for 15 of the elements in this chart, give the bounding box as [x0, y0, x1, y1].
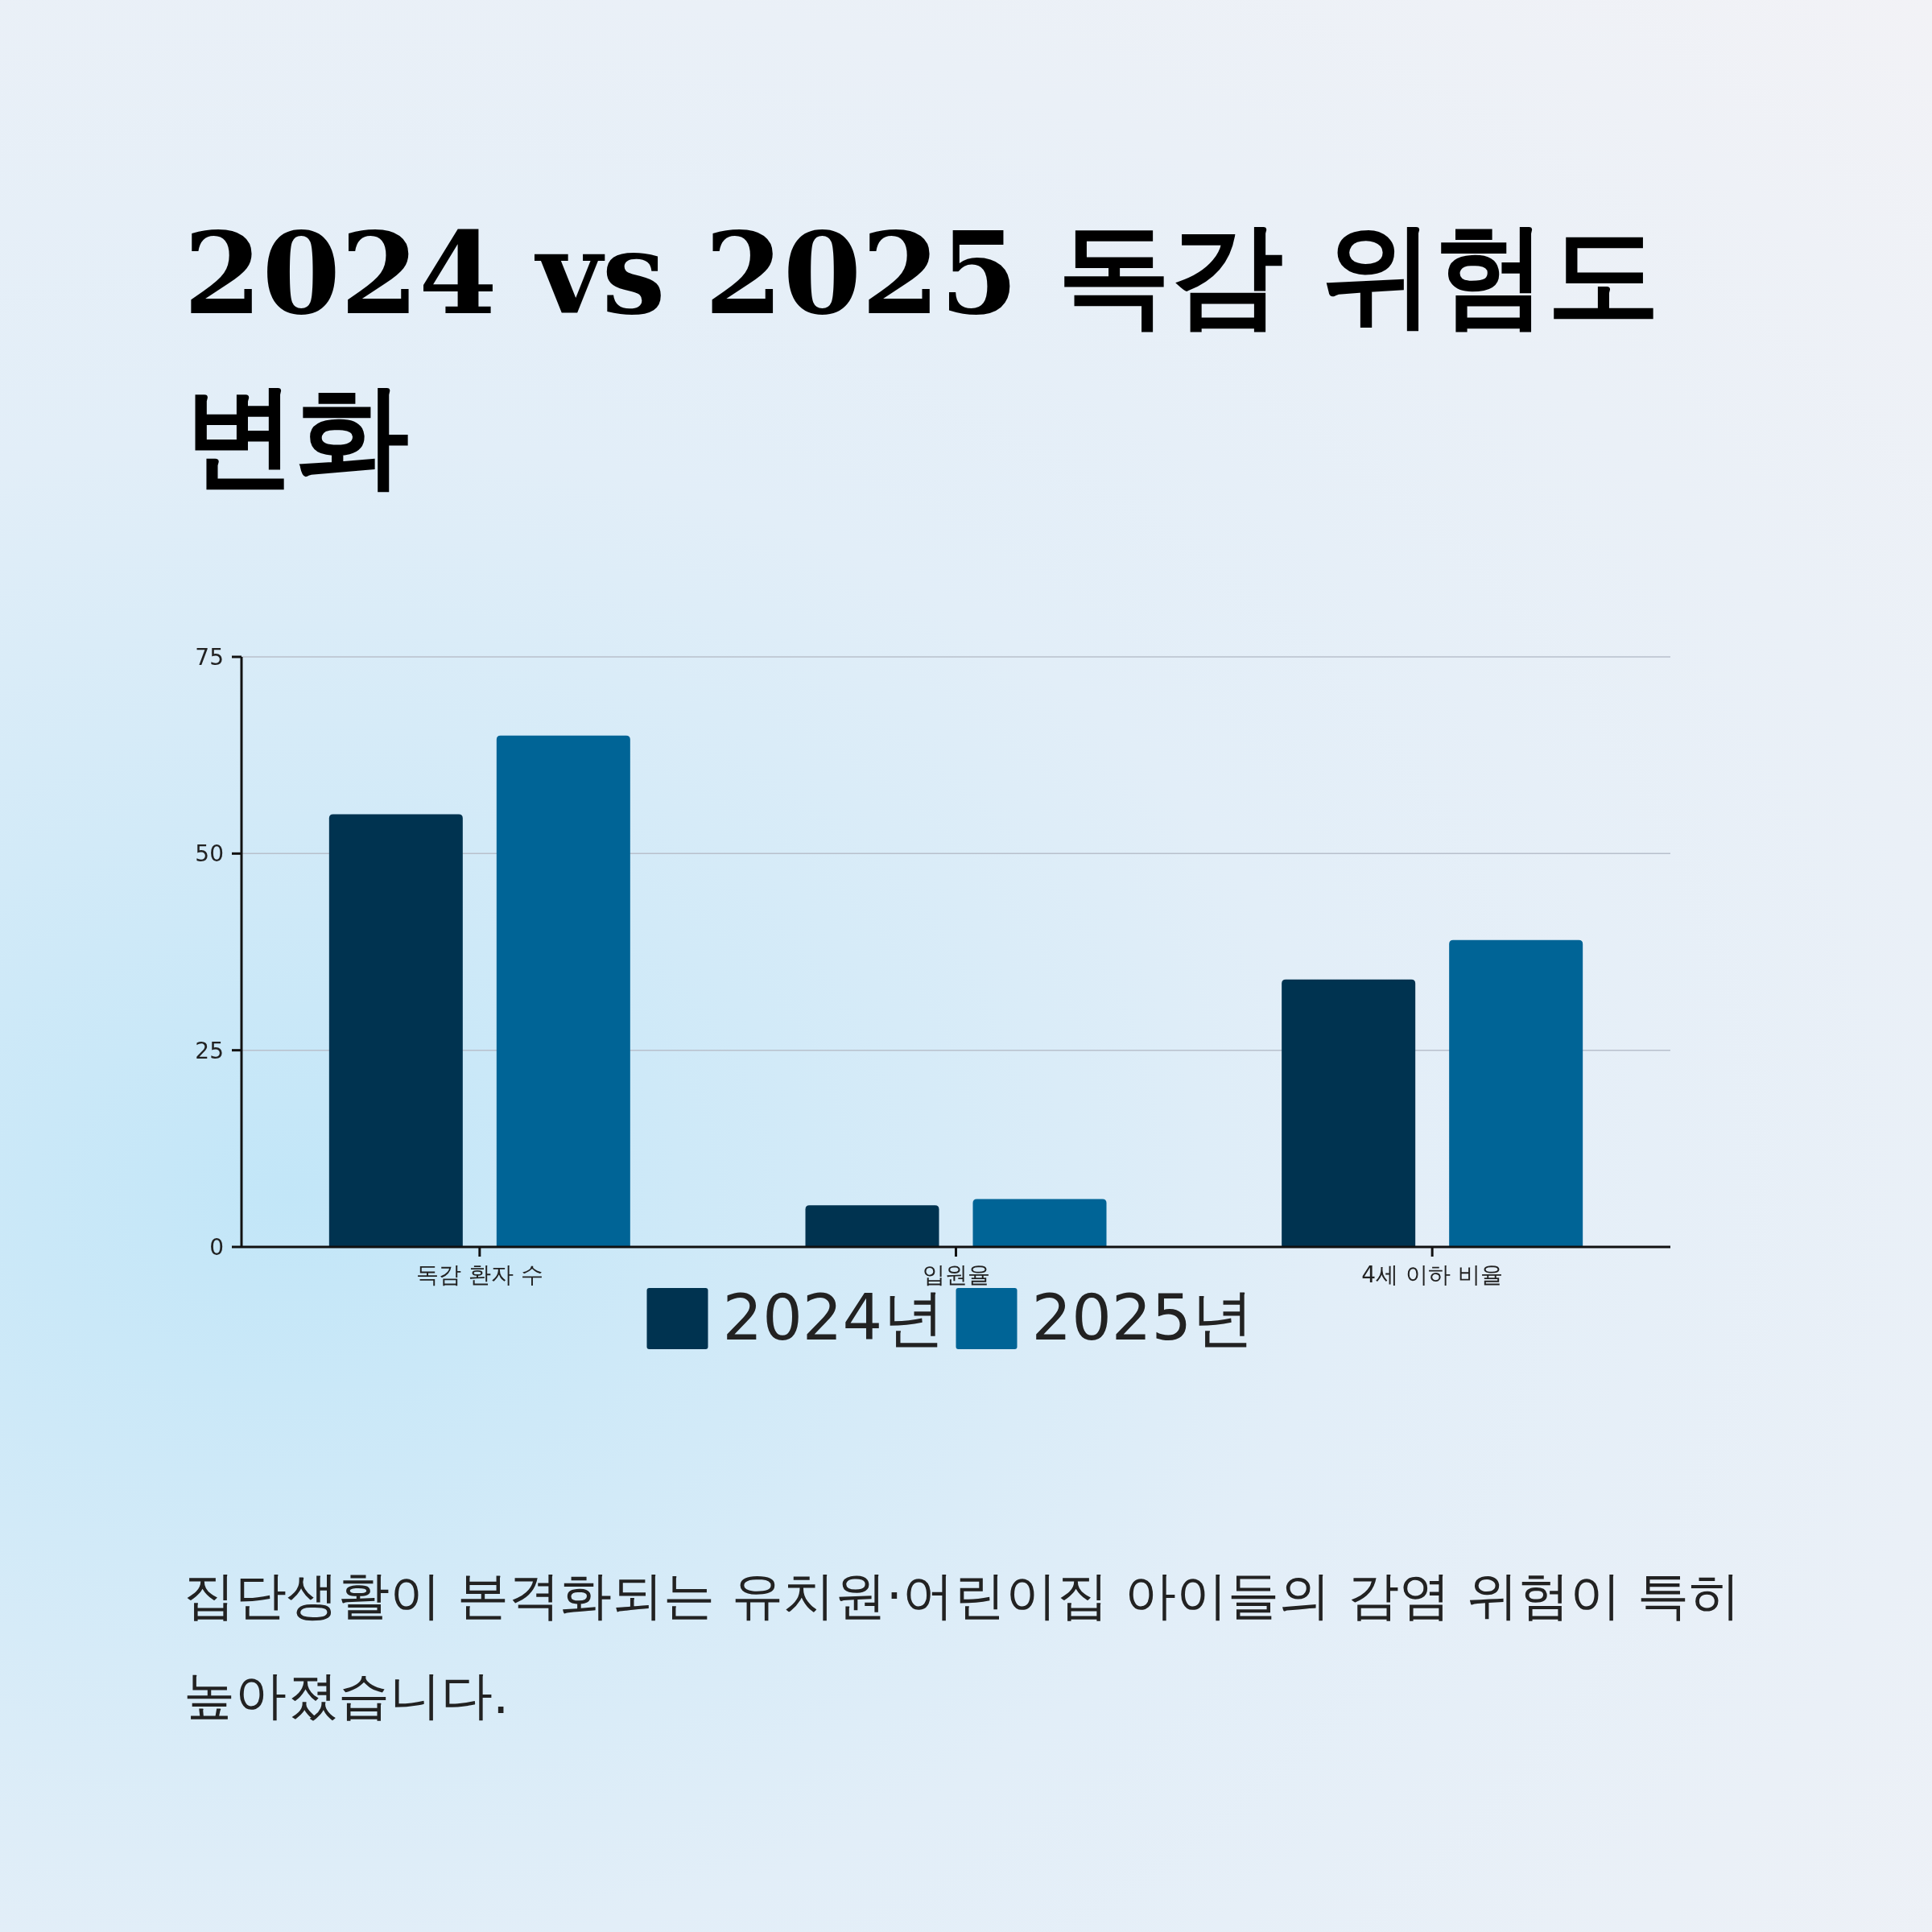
y-tick-label: 75: [195, 644, 224, 671]
text: 집단생활이 본격화되는 유치원·어린이집 아이들의 감염 위험이 특히 높아졌습니다.: [184, 1565, 1742, 1727]
bar: [1449, 939, 1583, 1247]
y-tick-label: 50: [195, 840, 224, 868]
chart-title: 2024 vs 2025 독감 위험도 변화: [184, 207, 1662, 502]
bar: [805, 1205, 939, 1247]
bar: [1282, 979, 1416, 1247]
x-tick-label: 독감 환자 수: [415, 1261, 543, 1288]
legend-label: 2025년: [1031, 1282, 1255, 1354]
x-tick-label: 4세 이하 비율: [1361, 1261, 1503, 1288]
y-tick-label: 0: [209, 1234, 224, 1261]
bar: [328, 814, 463, 1247]
y-tick-label: 25: [195, 1037, 224, 1064]
bar: [496, 735, 630, 1247]
bar: [972, 1199, 1107, 1247]
